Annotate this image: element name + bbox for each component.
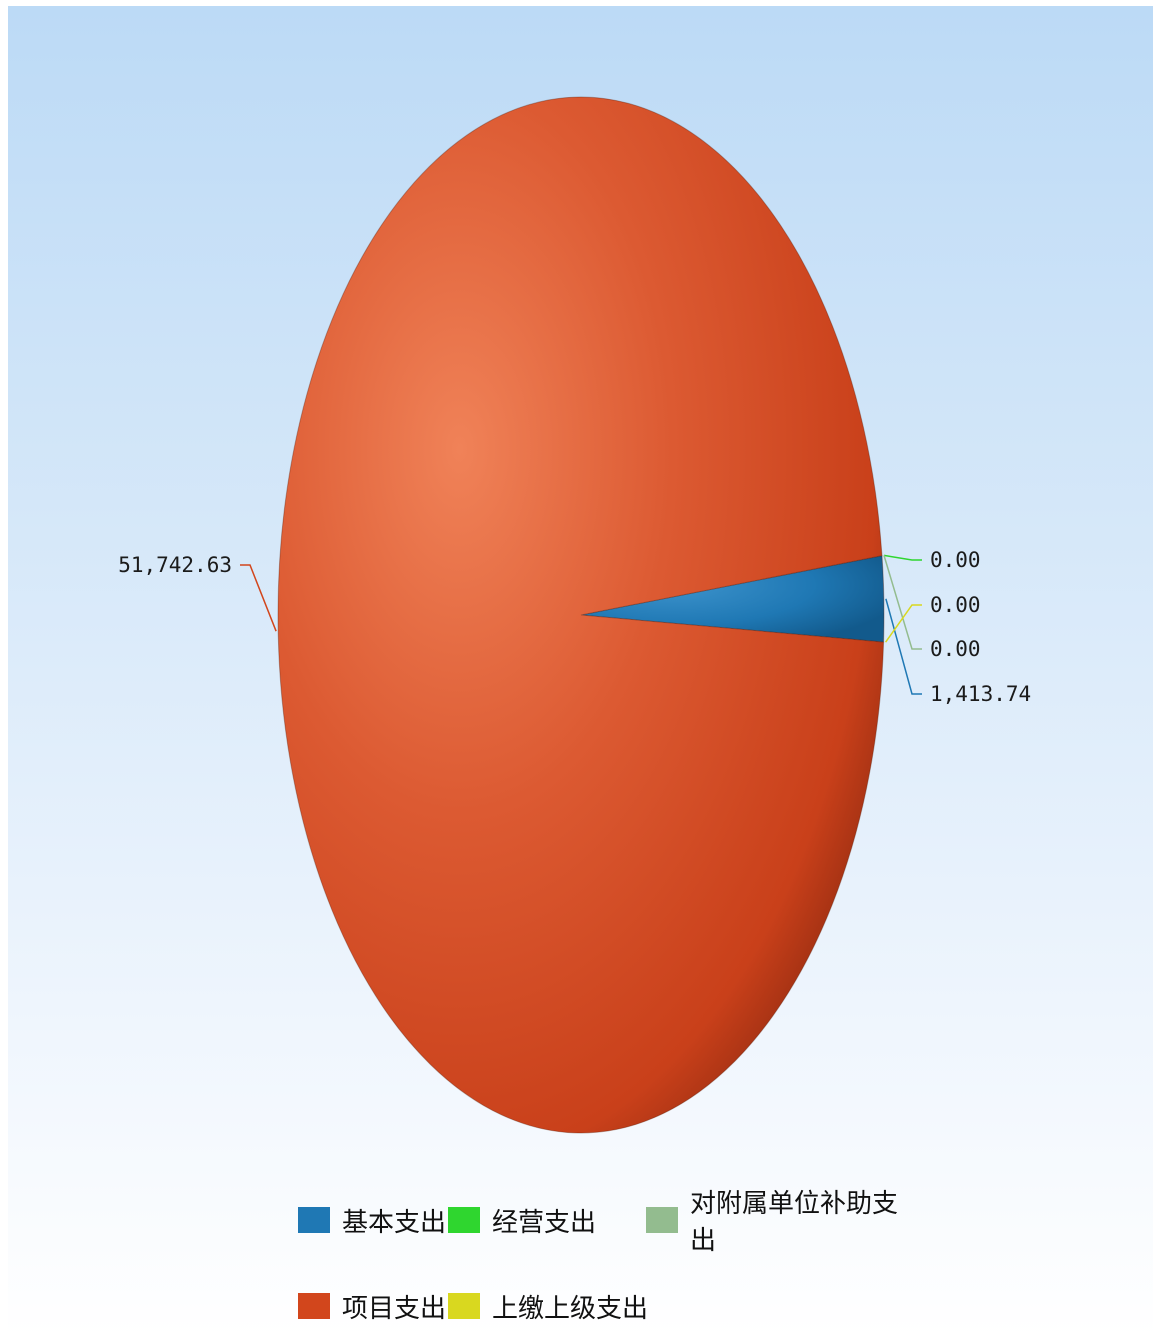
data-label: 0.00: [930, 637, 981, 661]
legend-item[interactable]: 基本支出: [298, 1196, 446, 1244]
legend-swatch: [298, 1207, 330, 1233]
legend-item[interactable]: 经营支出: [448, 1196, 596, 1244]
chart-panel: 1,413.74 0.00 0.00 51,742.63 0.00 基本支出 经营支出 对附…: [8, 6, 1153, 1337]
leader-line: [884, 604, 922, 643]
pie-slice[interactable]: [580, 555, 885, 643]
data-label: 0.00: [930, 548, 981, 572]
legend-swatch: [448, 1293, 480, 1319]
legend-swatch: [646, 1207, 678, 1233]
leader-line: [883, 554, 922, 561]
legend-label: 对附属单位补助支出: [690, 1189, 899, 1256]
pie-chart: 1,413.74 0.00 0.00 51,742.63 0.00: [118, 96, 1031, 1134]
pie-slice[interactable]: [277, 96, 885, 1134]
legend-item[interactable]: 项目支出: [298, 1282, 446, 1330]
legend-item[interactable]: 上缴上级支出: [448, 1282, 648, 1330]
legend-label: 上缴上级支出: [492, 1293, 649, 1324]
legend-swatch: [298, 1293, 330, 1319]
legend-item[interactable]: 对附属单位补助支出: [646, 1189, 918, 1256]
data-label: 1,413.74: [930, 682, 1031, 706]
legend-label: 项目支出: [342, 1293, 447, 1324]
legend-label: 基本支出: [342, 1207, 447, 1238]
leader-line: [883, 555, 922, 650]
legend-label: 经营支出: [492, 1207, 597, 1238]
data-label: 51,742.63: [118, 553, 232, 577]
leader-line: [885, 598, 922, 695]
leader-line: [240, 564, 277, 632]
legend-swatch: [448, 1207, 480, 1233]
data-label: 0.00: [930, 593, 981, 617]
